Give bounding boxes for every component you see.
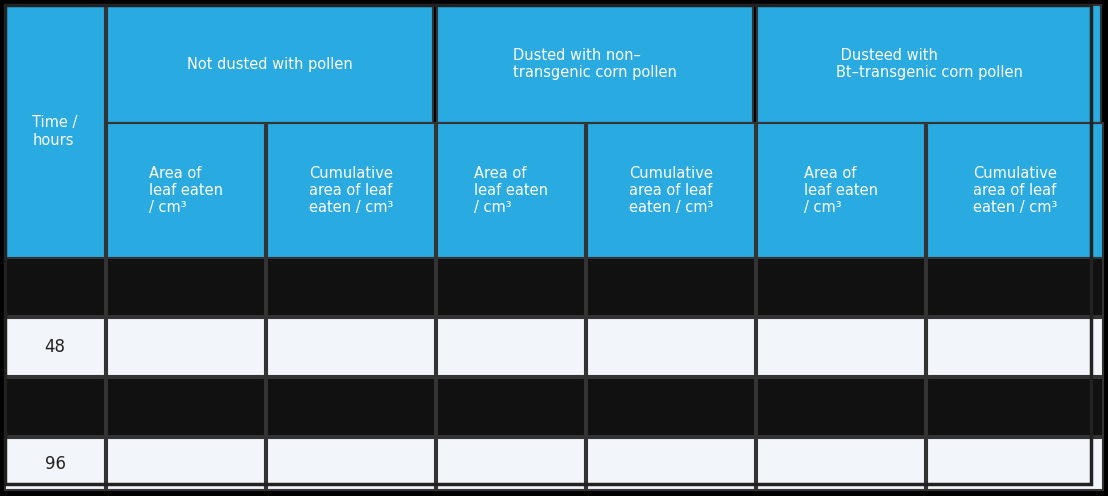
Bar [587, 258, 755, 316]
Bar [267, 318, 435, 376]
Text: Dusteed with
Bt–transgenic corn pollen: Dusteed with Bt–transgenic corn pollen [835, 48, 1023, 80]
Bar [107, 123, 265, 258]
Bar [267, 438, 435, 490]
Bar [107, 318, 265, 376]
Bar [6, 258, 105, 316]
Bar [757, 438, 925, 490]
Text: Cumulative
area of leaf
eaten / cm³: Cumulative area of leaf eaten / cm³ [309, 166, 393, 215]
Bar [6, 258, 105, 316]
Bar [757, 378, 925, 436]
Bar [587, 378, 755, 436]
Bar [757, 258, 925, 316]
Bar [587, 438, 755, 490]
Bar [267, 258, 435, 316]
Bar [437, 378, 585, 436]
Bar [107, 378, 265, 436]
Bar [6, 5, 105, 258]
Text: 48: 48 [44, 338, 65, 356]
Bar [757, 318, 925, 376]
Bar [927, 123, 1102, 258]
Text: 96: 96 [44, 455, 65, 473]
Bar [437, 5, 753, 123]
Bar [437, 438, 585, 490]
Bar [437, 258, 585, 316]
Bar [267, 123, 435, 258]
Bar [6, 318, 105, 376]
Text: Time /
hours: Time / hours [32, 115, 78, 148]
Bar [587, 378, 755, 436]
Bar [267, 318, 435, 376]
Bar [437, 5, 753, 123]
Bar [437, 318, 585, 376]
Text: Dusted with non–
transgenic corn pollen: Dusted with non– transgenic corn pollen [513, 48, 677, 80]
Bar [927, 378, 1102, 436]
Bar [757, 5, 1101, 123]
Bar [6, 378, 105, 436]
Bar [267, 123, 435, 258]
Text: Cumulative
area of leaf
eaten / cm³: Cumulative area of leaf eaten / cm³ [973, 166, 1057, 215]
Text: Area of
leaf eaten
/ cm³: Area of leaf eaten / cm³ [804, 166, 878, 215]
Bar [107, 123, 265, 258]
Bar [437, 258, 585, 316]
Bar [267, 258, 435, 316]
Bar [927, 258, 1102, 316]
Bar [927, 123, 1102, 258]
Bar [927, 438, 1102, 490]
Bar [437, 123, 585, 258]
Bar [757, 318, 925, 376]
Bar [267, 438, 435, 490]
Bar [107, 258, 265, 316]
Bar [927, 258, 1102, 316]
Bar [927, 318, 1102, 376]
Bar [587, 318, 755, 376]
Bar [6, 378, 105, 436]
Bar [757, 378, 925, 436]
Text: Area of
leaf eaten
/ cm³: Area of leaf eaten / cm³ [474, 166, 548, 215]
Bar [107, 318, 265, 376]
Text: Area of
leaf eaten
/ cm³: Area of leaf eaten / cm³ [148, 166, 223, 215]
Bar [107, 378, 265, 436]
Bar [107, 438, 265, 490]
Bar [6, 438, 105, 490]
Bar [267, 378, 435, 436]
Bar [107, 5, 433, 123]
Bar [267, 378, 435, 436]
Bar [757, 123, 925, 258]
Bar [437, 318, 585, 376]
Bar [107, 258, 265, 316]
Bar [757, 123, 925, 258]
Text: Not dusted with pollen: Not dusted with pollen [187, 57, 352, 71]
Bar [757, 438, 925, 490]
Bar [6, 438, 105, 490]
Bar [757, 258, 925, 316]
Bar [107, 5, 433, 123]
Bar [587, 258, 755, 316]
Text: Cumulative
area of leaf
eaten / cm³: Cumulative area of leaf eaten / cm³ [629, 166, 714, 215]
Bar [587, 123, 755, 258]
Bar [6, 318, 105, 376]
Bar [587, 318, 755, 376]
Bar [587, 123, 755, 258]
Bar [437, 123, 585, 258]
Bar [927, 318, 1102, 376]
Bar [107, 438, 265, 490]
Bar [587, 438, 755, 490]
Bar [927, 438, 1102, 490]
Bar [437, 378, 585, 436]
Bar [6, 5, 105, 258]
Bar [927, 378, 1102, 436]
Bar [757, 5, 1101, 123]
Bar [437, 438, 585, 490]
